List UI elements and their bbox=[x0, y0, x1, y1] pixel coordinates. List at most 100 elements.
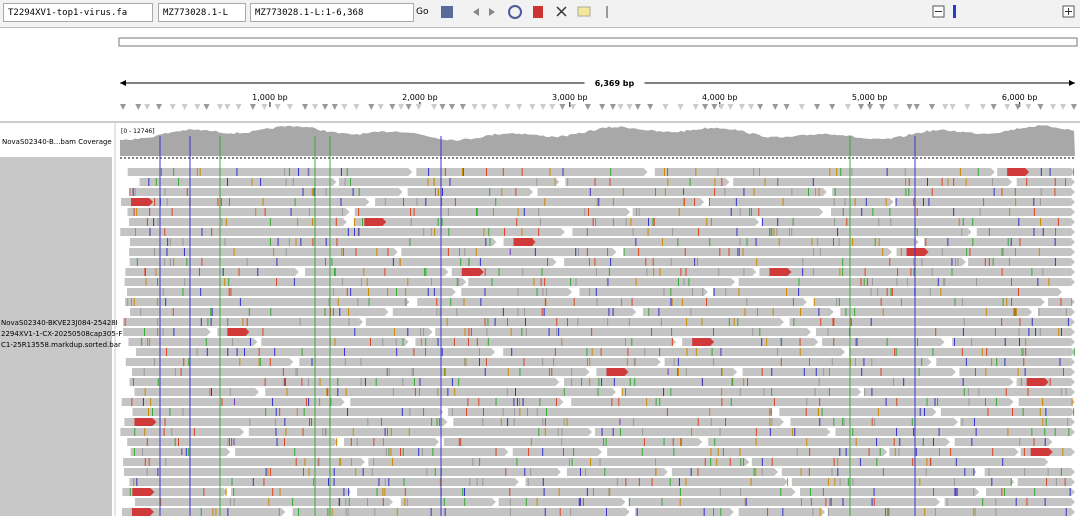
popup-icon[interactable] bbox=[577, 6, 591, 17]
insertion: I bbox=[233, 398, 236, 408]
feature-marker bbox=[516, 104, 523, 110]
read bbox=[120, 228, 565, 236]
zoom-slider[interactable] bbox=[953, 5, 956, 18]
feature-marker bbox=[569, 104, 576, 110]
read bbox=[896, 248, 1075, 256]
read bbox=[400, 498, 496, 506]
read bbox=[123, 328, 211, 336]
read bbox=[503, 348, 845, 356]
read bbox=[571, 398, 1014, 406]
read bbox=[417, 298, 807, 306]
feature-marker bbox=[405, 104, 412, 110]
read bbox=[132, 368, 590, 376]
read bbox=[451, 268, 757, 276]
read bbox=[863, 388, 1075, 396]
feature-marker bbox=[235, 104, 242, 110]
read bbox=[130, 448, 231, 456]
feature-marker bbox=[990, 104, 997, 110]
feature-marker bbox=[302, 104, 309, 110]
clipped-read bbox=[769, 268, 792, 276]
clipped-read bbox=[906, 248, 929, 256]
read bbox=[595, 428, 831, 436]
insertion: I bbox=[682, 188, 685, 198]
feature-marker bbox=[1050, 104, 1057, 110]
feature-marker bbox=[368, 104, 375, 110]
clipped-read bbox=[132, 488, 155, 496]
feature-marker bbox=[748, 104, 755, 110]
read bbox=[134, 498, 393, 506]
read bbox=[976, 228, 1075, 236]
read bbox=[815, 328, 1075, 336]
clipped-read bbox=[1030, 448, 1053, 456]
locus-box[interactable]: MZ773028.1-L:1-6,368 bbox=[250, 3, 414, 22]
read bbox=[781, 468, 977, 476]
feature-marker bbox=[322, 104, 329, 110]
feature-marker bbox=[249, 104, 256, 110]
read bbox=[127, 208, 350, 216]
ruler-tick-label: 4,000 bp bbox=[702, 93, 738, 102]
feature-marker bbox=[155, 104, 162, 110]
ruler-tick-label: 2,000 bp bbox=[402, 93, 438, 102]
read bbox=[435, 328, 811, 336]
read bbox=[124, 468, 561, 476]
read bbox=[503, 238, 919, 246]
go-button[interactable]: Go bbox=[416, 7, 429, 17]
ruler-tick-label: 5,000 bp bbox=[852, 93, 888, 102]
read bbox=[338, 178, 560, 186]
feature-marker bbox=[539, 104, 546, 110]
roi-icon[interactable] bbox=[533, 6, 543, 18]
read bbox=[129, 478, 519, 486]
feature-marker bbox=[798, 104, 805, 110]
read bbox=[1016, 178, 1075, 186]
zoom-in[interactable] bbox=[1062, 5, 1075, 18]
read bbox=[235, 448, 509, 456]
feature-marker bbox=[181, 104, 188, 110]
feature-marker bbox=[504, 104, 511, 110]
ruler-tick-label: 1,000 bp bbox=[252, 93, 288, 102]
read bbox=[126, 288, 456, 296]
feature-marker bbox=[471, 104, 478, 110]
feature-marker bbox=[1014, 104, 1021, 110]
read bbox=[566, 468, 668, 476]
feature-marker bbox=[979, 104, 986, 110]
read bbox=[453, 418, 784, 426]
clipped-read bbox=[1026, 378, 1049, 386]
clipped-read bbox=[131, 198, 154, 206]
read bbox=[759, 268, 1075, 276]
read bbox=[357, 488, 796, 496]
read bbox=[596, 368, 738, 376]
home-icon[interactable] bbox=[441, 6, 453, 18]
zoom-in-sign bbox=[1065, 8, 1072, 15]
read bbox=[292, 508, 630, 516]
zoom-out[interactable] bbox=[932, 5, 945, 18]
read bbox=[416, 168, 648, 176]
feature-marker bbox=[844, 104, 851, 110]
feature-marker bbox=[480, 104, 487, 110]
read bbox=[607, 448, 888, 456]
genome-select[interactable]: T2294XV1-top1-virus.fa bbox=[3, 3, 153, 22]
alignment-track-name: C1-25R13558.markdup.sorted.bar bbox=[1, 341, 121, 349]
read bbox=[985, 488, 1075, 496]
chromosome-select[interactable]: MZ773028.1-L bbox=[158, 3, 246, 22]
read bbox=[123, 458, 365, 466]
clipped-read bbox=[692, 338, 715, 346]
feature-marker bbox=[772, 104, 779, 110]
refresh-icon[interactable] bbox=[508, 5, 522, 19]
feature-marker bbox=[609, 104, 616, 110]
ruler-length-bg bbox=[584, 77, 645, 88]
feature-marker bbox=[459, 104, 466, 110]
read bbox=[299, 358, 661, 366]
clipped-read bbox=[134, 418, 157, 426]
feature-marker bbox=[377, 104, 384, 110]
read bbox=[632, 208, 824, 216]
read bbox=[654, 168, 995, 176]
feature-marker bbox=[718, 104, 725, 110]
read bbox=[127, 168, 413, 176]
back-icon[interactable] bbox=[473, 8, 479, 16]
forward-icon[interactable] bbox=[489, 8, 495, 16]
resize-icon[interactable] bbox=[556, 6, 567, 17]
feature-marker bbox=[893, 104, 900, 110]
feature-marker bbox=[1025, 104, 1032, 110]
read bbox=[940, 408, 1075, 416]
feature-marker bbox=[757, 104, 764, 110]
